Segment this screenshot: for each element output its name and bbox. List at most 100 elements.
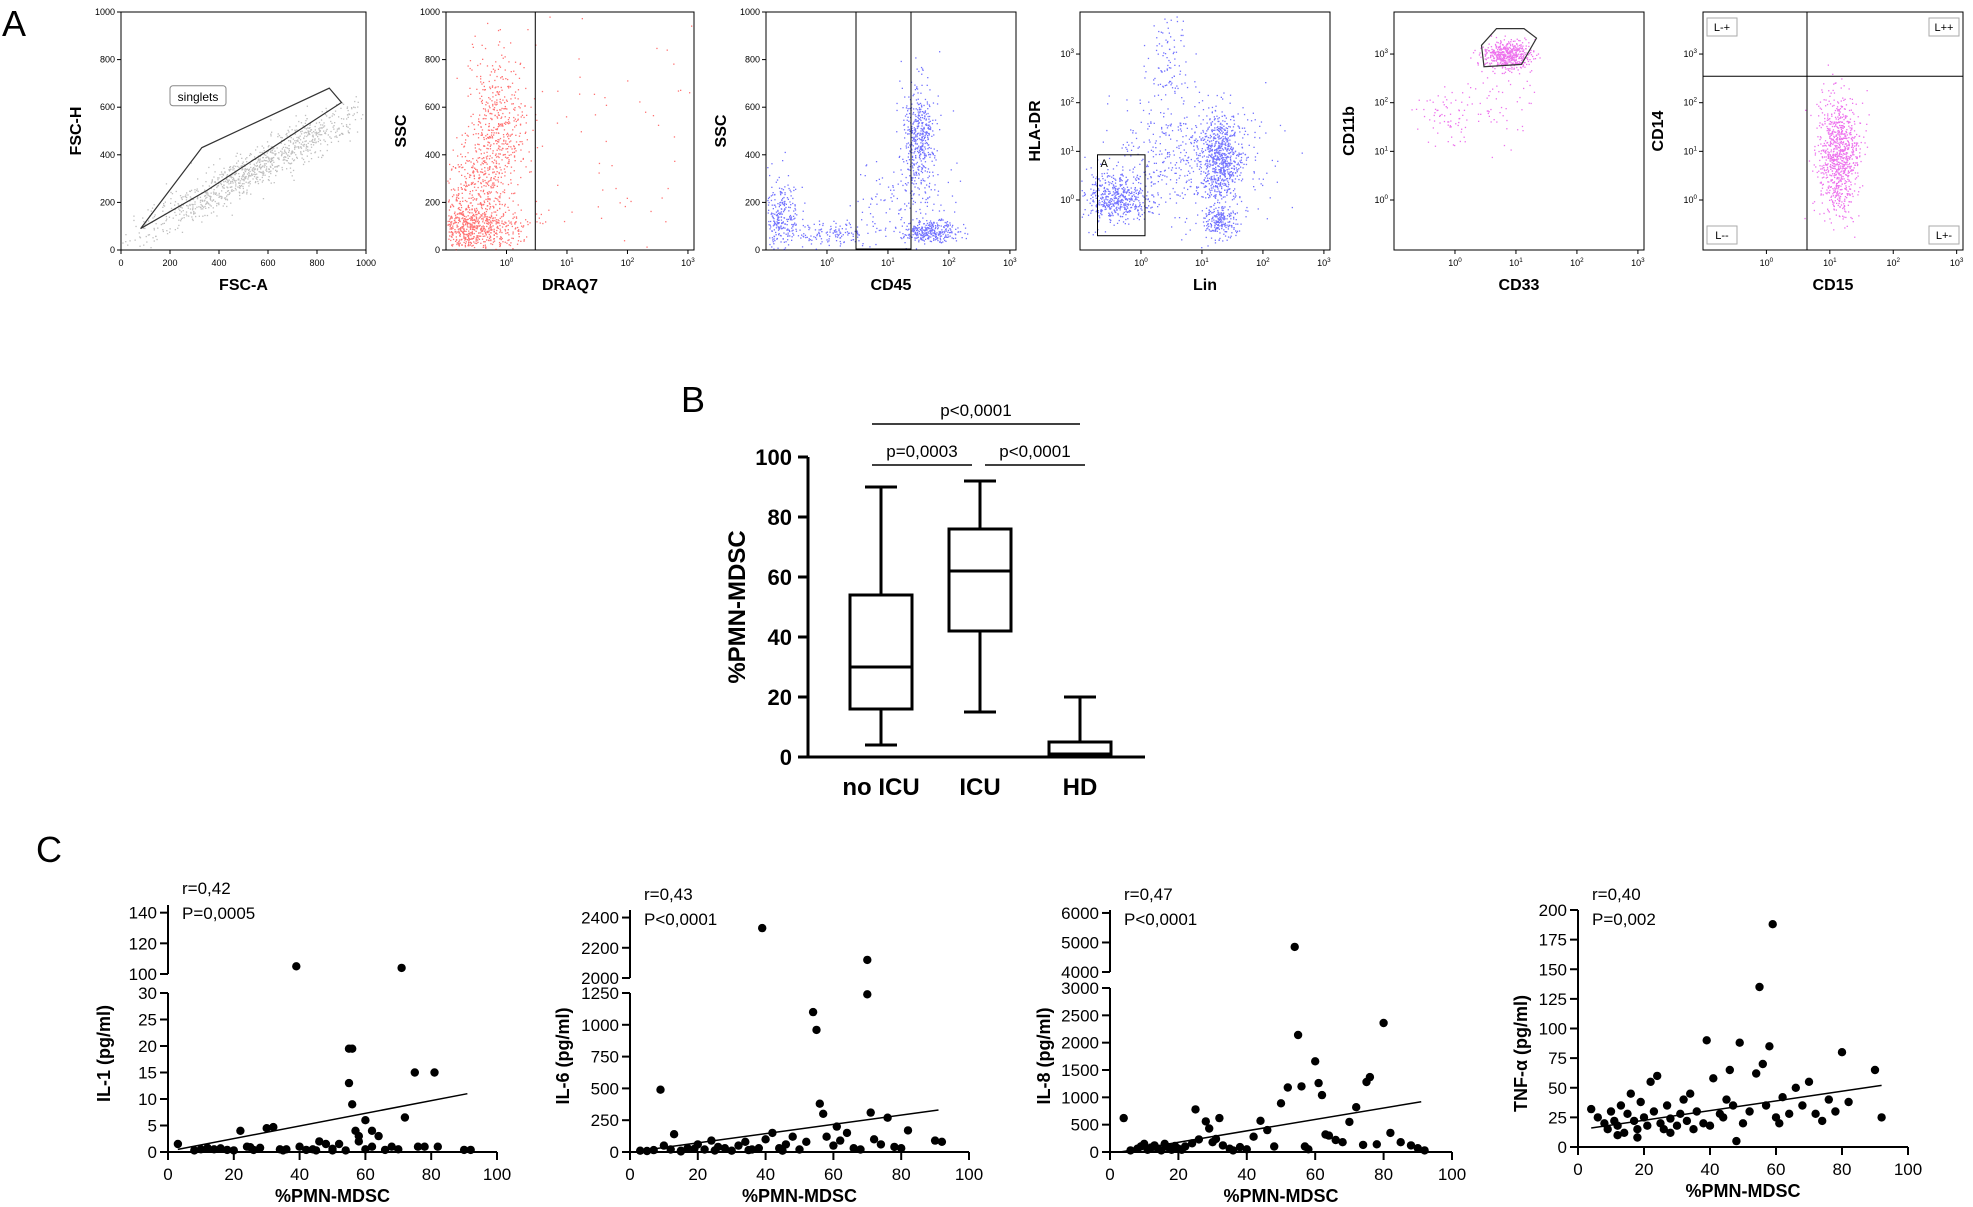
event-dot [771,212,773,214]
event-dot [1227,166,1229,168]
event-dot [524,132,526,134]
event-dot [341,132,344,135]
event-dot [465,184,468,186]
event-dot [508,159,510,161]
event-dot [480,153,482,155]
event-dot [234,174,236,176]
event-dot [1165,183,1168,185]
event-dot [349,128,351,130]
event-dot [270,151,272,153]
event-dot [482,217,484,219]
event-dot [1104,205,1106,208]
event-dot [268,176,270,178]
y-axis-label: FSC-H [68,107,85,156]
event-dot [257,161,259,163]
event-dot [1113,202,1116,204]
event-dot [1214,152,1217,154]
event-dot [923,150,925,152]
event-dot [495,221,497,223]
event-dot [521,114,524,116]
event-dot [258,158,260,160]
event-dot [460,153,462,155]
event-dot [1219,147,1221,150]
event-dot [470,202,472,204]
event-dot [180,206,182,208]
event-dot [456,224,458,226]
event-dot [504,69,506,71]
event-dot [481,102,483,104]
event-dot [1146,195,1148,197]
event-dot [1260,121,1263,123]
event-dot [1205,168,1208,170]
event-dot [1106,176,1109,178]
event-dot [828,240,830,242]
event-dot [920,66,923,69]
event-dot [325,107,327,110]
event-dot [177,227,179,229]
event-dot [322,126,325,128]
event-dot [490,177,492,179]
event-dot [1081,190,1083,192]
event-dot [312,134,314,136]
event-dot [201,199,203,201]
event-dot [780,194,782,196]
x-axis-label: DRAQ7 [542,277,598,294]
event-dot [1107,196,1109,198]
event-dot [912,122,914,125]
event-dot [471,212,473,214]
event-dot [918,188,920,190]
event-dot [276,147,278,149]
event-dot [1199,155,1201,157]
event-dot [1232,175,1235,177]
event-dot [151,207,154,209]
event-dot [955,234,957,236]
event-dot [1130,149,1133,151]
event-dot [219,158,221,160]
event-dot [323,130,325,132]
event-dot [506,232,509,234]
event-dot [964,227,967,229]
event-dot [321,127,323,129]
event-dot [808,226,810,228]
event-dot [269,161,272,163]
event-dot [163,204,165,207]
event-dot [178,219,180,221]
event-dot [451,216,453,218]
event-dot [905,160,908,162]
event-dot [1207,148,1209,151]
event-dot [923,118,925,120]
event-dot [230,175,232,177]
event-dot [471,224,473,226]
event-dot [922,69,924,71]
event-dot [278,152,280,154]
event-dot [1165,201,1167,203]
event-dot [1168,134,1170,136]
event-dot [298,147,300,149]
gate-label-box [169,85,227,107]
event-dot [777,217,779,219]
event-dot [1205,162,1207,165]
event-dot [768,220,770,223]
event-dot [1123,206,1125,208]
event-dot [786,197,789,199]
event-dot [481,215,483,217]
event-dot [917,116,919,119]
event-dot [1152,133,1154,135]
event-dot [262,179,264,182]
event-dot [251,173,253,176]
event-dot [1222,173,1224,176]
event-dot [1084,209,1086,211]
event-dot [462,217,464,219]
event-dot [787,235,789,237]
event-dot [501,149,503,151]
event-dot [1159,174,1162,176]
event-dot [305,120,307,122]
event-dot [452,205,455,208]
event-dot [1207,163,1209,165]
event-dot [1209,213,1211,215]
event-dot [291,129,293,131]
event-dot [482,180,484,183]
event-dot [254,165,256,167]
event-dot [218,183,220,185]
event-dot [496,99,498,101]
